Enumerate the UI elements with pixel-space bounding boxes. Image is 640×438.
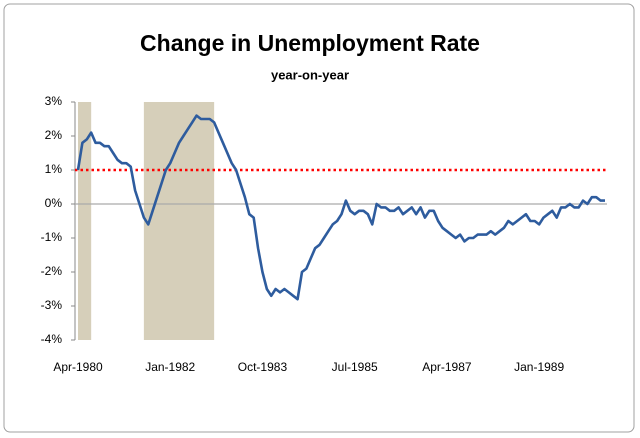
y-tick-label: 2% xyxy=(45,128,63,142)
x-tick-label: Jan-1982 xyxy=(145,360,195,374)
y-tick-label: 0% xyxy=(45,196,63,210)
chart-title: Change in Unemployment Rate xyxy=(140,30,480,56)
y-tick-label: 1% xyxy=(45,162,63,176)
x-tick-label: Apr-1980 xyxy=(53,360,103,374)
chart-subtitle: year-on-year xyxy=(271,67,349,82)
y-tick-label: -2% xyxy=(41,264,63,278)
series-line xyxy=(76,114,605,301)
x-tick-label: Oct-1983 xyxy=(238,360,288,374)
shaded-range xyxy=(143,102,215,340)
y-tick-label: -4% xyxy=(41,332,63,346)
y-tick-label: -3% xyxy=(41,298,63,312)
x-tick-label: Apr-1987 xyxy=(422,360,472,374)
y-tick-label: -1% xyxy=(41,230,63,244)
shaded-range xyxy=(78,102,92,340)
y-tick-label: 3% xyxy=(45,94,63,108)
x-tick-label: Jan-1989 xyxy=(514,360,564,374)
x-tick-label: Jul-1985 xyxy=(332,360,378,374)
